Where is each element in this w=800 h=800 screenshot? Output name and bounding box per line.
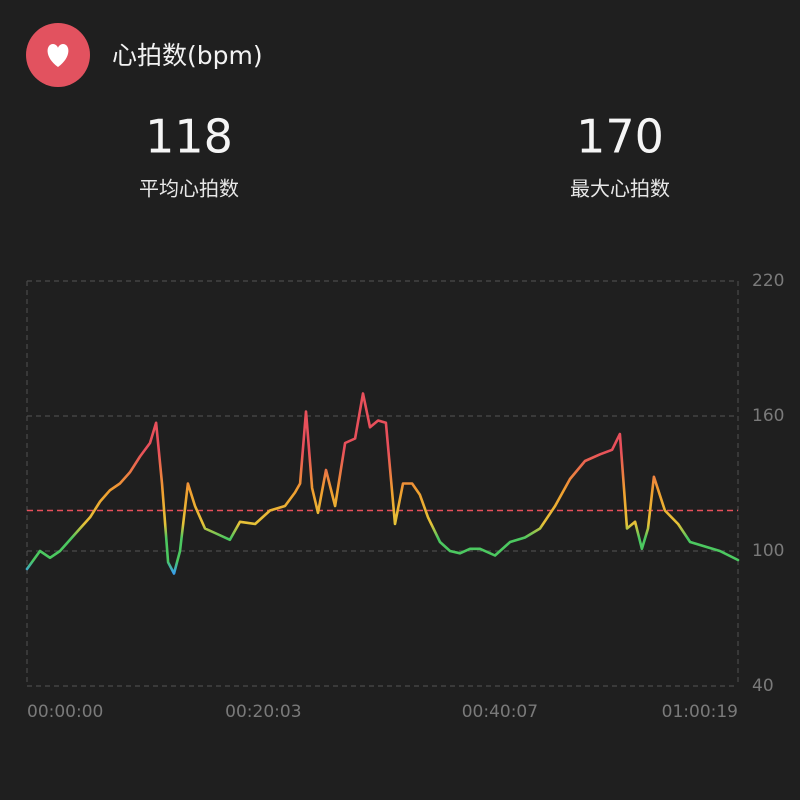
y-tick-label: 220 xyxy=(752,271,784,291)
y-tick-label: 40 xyxy=(752,676,774,696)
stat-value: 118 xyxy=(145,110,233,164)
y-tick-label: 100 xyxy=(752,541,784,561)
heart-rate-line xyxy=(25,392,740,575)
x-tick-label: 00:20:03 xyxy=(225,702,301,722)
stat-label: 平均心拍数 xyxy=(139,177,239,201)
y-tick-label: 160 xyxy=(752,406,784,426)
stat-value: 170 xyxy=(576,110,664,164)
x-tick-label: 00:40:07 xyxy=(462,702,538,722)
title: 心拍数(bpm) xyxy=(112,41,263,70)
x-tick-label: 00:00:00 xyxy=(27,702,103,722)
x-tick-label: 01:00:19 xyxy=(662,702,738,722)
heart-glyph xyxy=(47,44,69,67)
stat-label: 最大心拍数 xyxy=(570,177,670,201)
